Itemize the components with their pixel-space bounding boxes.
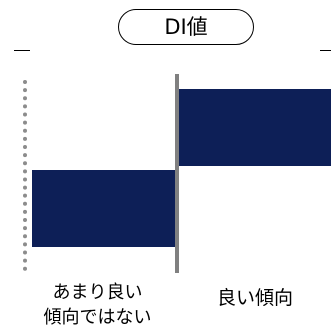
left-dotted-boundary [23,80,27,271]
negative-bar [32,170,175,247]
di-title: DI値 [164,14,208,39]
positive-bar [179,89,331,166]
center-divider-line [175,74,179,273]
negative-label-line2: 傾向ではない [43,307,152,328]
left-tick-mark [14,50,30,51]
positive-label: 良い傾向 [216,287,293,309]
negative-label-line1: あまり良い [52,282,143,303]
right-tick-mark [320,50,331,51]
di-title-pill: DI値 [118,9,254,45]
negative-label: あまり良い 傾向ではない [20,280,175,330]
